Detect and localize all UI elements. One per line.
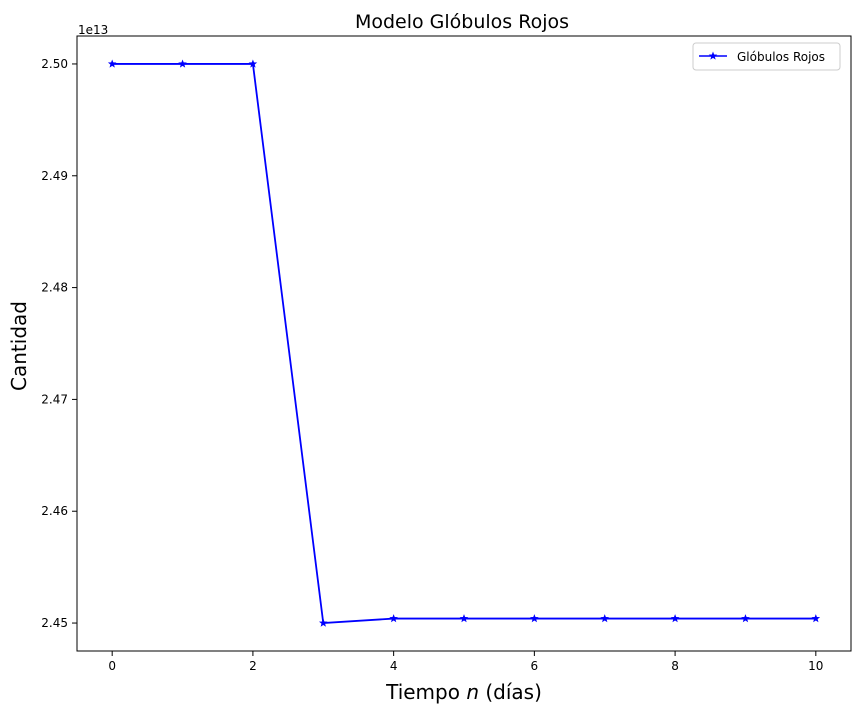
y-tick-label: 2.46 (41, 504, 68, 518)
data-point-star (389, 614, 398, 623)
x-tick-label: 10 (808, 659, 823, 673)
data-point-star (178, 59, 187, 68)
data-point-star (459, 614, 469, 623)
data-point-star (811, 614, 821, 623)
y-axis-offset-label: 1e13 (78, 23, 108, 37)
x-tick-label: 8 (671, 659, 679, 673)
data-point-star (600, 614, 610, 623)
y-tick-label: 2.45 (41, 616, 68, 630)
x-axis-label: Tiempo n (días) (385, 680, 542, 704)
data-point-star (530, 614, 539, 623)
series-line (112, 63, 816, 625)
x-tick-label: 4 (390, 659, 398, 673)
y-tick-label: 2.50 (41, 57, 68, 71)
x-axis-label-variable: n (466, 680, 479, 704)
legend-box (692, 42, 841, 71)
y-axis-label: Cantidad (7, 301, 31, 391)
legend-marker-star (708, 51, 718, 60)
legend: Glóbulos Rojos (692, 42, 841, 71)
data-point-star (670, 614, 680, 623)
x-tick-label: 2 (249, 659, 257, 673)
data-point-star (248, 59, 258, 68)
data-point-star (741, 614, 750, 623)
x-tick-label: 0 (108, 659, 116, 673)
data-point-star (318, 618, 328, 627)
x-axis-label-text: Tiempo (385, 680, 466, 704)
legend-label: Glóbulos Rojos (737, 50, 825, 64)
x-tick-label: 6 (531, 659, 539, 673)
chart-title: Modelo Glóbulos Rojos (355, 11, 569, 33)
y-tick-label: 2.49 (41, 169, 68, 183)
x-axis-label-unit: (días) (479, 680, 542, 704)
y-tick-label: 2.48 (41, 281, 68, 295)
plot-area-frame (76, 35, 852, 652)
data-point-star (107, 59, 117, 68)
y-tick-label: 2.47 (41, 392, 68, 406)
